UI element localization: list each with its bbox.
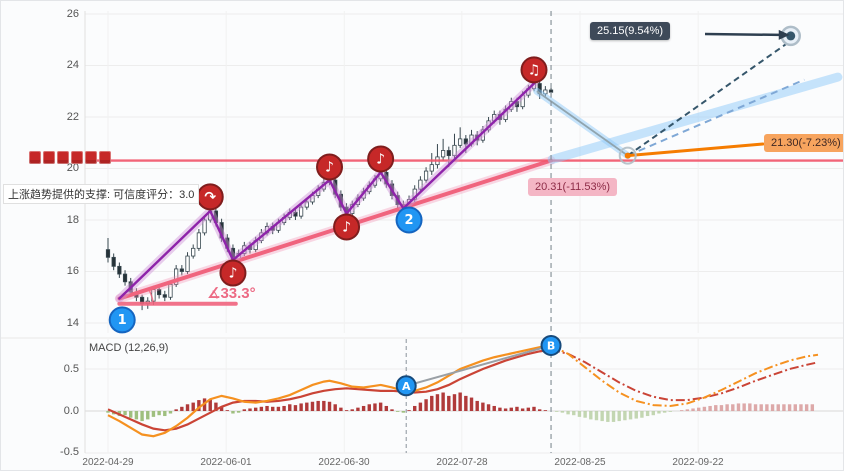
trend-angle-label: ∡33.3° [207,285,256,302]
macd-axis-label: 0.0 [63,405,79,417]
note-marker-3[interactable]: ♪ [333,213,361,241]
signal-flag-icon[interactable] [43,151,55,164]
x-axis-date-label: 2022-09-22 [672,457,724,468]
pivot-marker-1[interactable]: 1 [108,306,136,334]
price-target-down-tag[interactable]: 20.31(-11.53%) [528,178,618,196]
macd-histogram [106,392,815,422]
macd-marker-B[interactable]: B [540,334,562,356]
y-axis-label: 22 [66,111,79,123]
y-axis-label: 20 [66,162,79,174]
svg-text:♫: ♫ [528,62,541,78]
signal-flag-icon[interactable] [99,151,111,164]
signal-flag-icon[interactable] [71,151,83,164]
macd-lines [107,344,819,438]
svg-text:♪: ♪ [325,159,334,175]
svg-text:2: 2 [405,213,414,228]
projection-lines [533,25,843,165]
svg-text:1: 1 [118,313,127,328]
x-axis-date-label: 2022-06-30 [318,457,370,468]
macd-axis-label: -0.5 [60,446,79,458]
x-axis-date-label: 2022-07-28 [436,457,488,468]
pivot-marker-2[interactable]: 2 [395,206,423,234]
svg-text:♪: ♪ [228,266,237,282]
y-axis-label: 16 [66,265,79,277]
note-marker-5[interactable]: ♫ [520,56,548,84]
y-axis-label: 14 [66,317,79,329]
y-axis-label: 24 [66,59,79,71]
signal-flag-icon[interactable] [29,151,41,164]
macd-axis-label: 0.5 [63,363,79,375]
signal-flag-icon[interactable] [57,151,69,164]
note-marker-4[interactable]: ♪ [367,145,395,173]
signal-flag-icon[interactable] [85,151,97,164]
support-confidence-note: 上涨趋势提供的支撑: 可信度评分：3.0 [3,184,200,204]
svg-text:♪: ♪ [376,151,385,167]
note-marker-2[interactable]: ♪ [316,153,344,181]
x-axis-date-label: 2022-08-25 [554,457,606,468]
reversal-marker[interactable]: ↷ [196,183,224,211]
y-axis-label: 18 [66,214,79,226]
svg-text:A: A [402,380,411,393]
svg-text:B: B [547,339,555,352]
note-marker-1[interactable]: ♪ [219,259,247,287]
price-target-up-tag[interactable]: 25.15(9.54%) [590,22,671,40]
x-axis-date-label: 2022-06-01 [200,457,252,468]
macd-marker-A[interactable]: A [395,375,417,397]
grid-lines [1,11,843,454]
x-axis-date-label: 2022-04-29 [82,457,134,468]
svg-text:♪: ♪ [342,219,351,235]
signal-flag-row [29,151,111,164]
zigzag-trend-line[interactable] [115,79,538,303]
svg-text:↷: ↷ [204,189,216,205]
price-target-mid-tag[interactable]: 21.30(-7.23%) [764,134,843,152]
y-axis-label: 26 [66,8,79,20]
macd-indicator-label: MACD (12,26,9) [89,342,169,354]
